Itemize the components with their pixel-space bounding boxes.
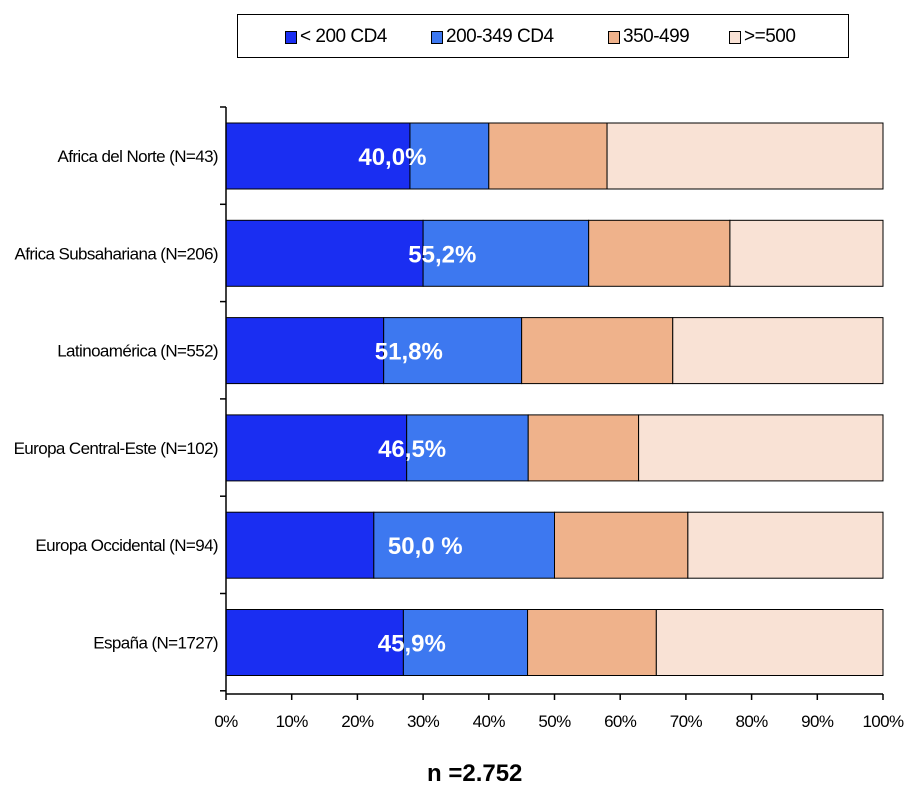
x-tick-label: 20% (341, 712, 374, 731)
bar-segment (730, 220, 883, 286)
bar-segment (226, 220, 423, 286)
category-label: Europa Occidental (N=94) (35, 536, 218, 555)
bar-segment (489, 123, 607, 189)
bar-percentage-label: 51,8% (375, 339, 443, 366)
bar-segment (528, 415, 638, 481)
bar-segment (226, 318, 384, 384)
x-tick-label: 10% (276, 712, 309, 731)
bar-percentage-label: 45,9% (378, 631, 446, 658)
bar-segment (673, 318, 883, 384)
sample-size-label: n =2.752 (427, 760, 522, 788)
x-tick-label: 0% (214, 712, 238, 731)
x-tick-label: 90% (801, 712, 834, 731)
bar-percentage-label: 55,2% (408, 241, 476, 268)
x-tick-label: 50% (538, 712, 571, 731)
category-label: España (N=1727) (93, 634, 218, 653)
bar-percentage-label: 40,0% (358, 144, 426, 171)
bar-segment (528, 610, 657, 676)
x-tick-label: 30% (407, 712, 440, 731)
bar-percentage-label: 50,0 % (388, 533, 463, 560)
x-tick-label: 40% (473, 712, 506, 731)
bar-segment (522, 318, 673, 384)
bar-segment (688, 512, 883, 578)
category-label: Africa del Norte (N=43) (57, 147, 218, 166)
bar-segment (589, 220, 730, 286)
bar-segment (656, 610, 883, 676)
category-label: Latinoamérica (N=552) (57, 342, 218, 361)
x-tick-label: 60% (604, 712, 637, 731)
category-label: Africa Subsahariana (N=206) (14, 244, 218, 263)
bar-segment (607, 123, 883, 189)
bar-segment (639, 415, 883, 481)
category-label: Europa Central-Este (N=102) (14, 439, 218, 458)
x-tick-label: 70% (670, 712, 703, 731)
bar-segment (555, 512, 688, 578)
bar-segment (226, 512, 374, 578)
stacked-bar-chart: Africa del Norte (N=43) Africa Subsaharia… (0, 0, 909, 750)
x-tick-label: 100% (862, 712, 904, 731)
x-tick-label: 80% (735, 712, 768, 731)
bar-percentage-label: 46,5% (378, 436, 446, 463)
